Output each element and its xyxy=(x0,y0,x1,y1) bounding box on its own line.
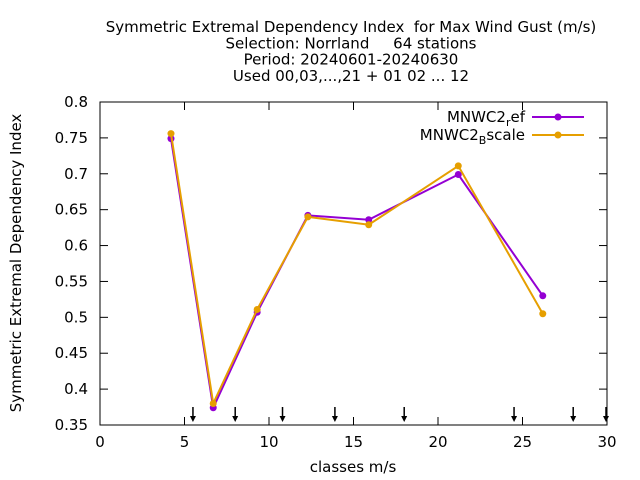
class-limit-arrow xyxy=(511,407,518,422)
title-line: Period: 20240601-20240630 xyxy=(244,51,459,69)
class-limit-arrow xyxy=(232,407,239,422)
legend-entry: MNWC2ref xyxy=(447,108,584,129)
data-point xyxy=(365,221,373,229)
x-tick-label: 20 xyxy=(428,433,447,451)
series-1 xyxy=(167,135,547,412)
x-axis-label: classes m/s xyxy=(310,458,397,476)
legend-marker xyxy=(554,113,562,121)
x-axis: 0 5 10 15 20 25 30 xyxy=(95,102,617,451)
y-axis-label: Symmetric Extremal Dependency Index xyxy=(7,114,25,413)
title-line: Selection: Norrland 64 stations xyxy=(226,34,477,52)
series-line xyxy=(169,138,544,412)
x-tick-label: 30 xyxy=(597,433,616,451)
series-group xyxy=(167,130,547,412)
legend-label: MNWC2Bscale xyxy=(420,126,525,147)
y-tick-label: 0.4 xyxy=(64,380,88,398)
plot-frame xyxy=(99,101,608,426)
x-tick-label: 10 xyxy=(259,433,278,451)
class-limit-arrows xyxy=(189,407,609,422)
x-tick-label: 5 xyxy=(180,433,190,451)
data-point xyxy=(454,170,462,178)
legend-marker xyxy=(554,131,562,139)
data-point xyxy=(539,310,547,318)
class-limit-arrow xyxy=(189,407,196,422)
data-point xyxy=(167,130,175,138)
class-limit-arrow xyxy=(603,407,609,422)
chart-title: Symmetric Extremal Dependency Index for … xyxy=(106,18,597,85)
x-tick-label: 15 xyxy=(344,433,363,451)
y-tick-label: 0.8 xyxy=(64,93,88,111)
title-line: Symmetric Extremal Dependency Index for … xyxy=(106,18,597,36)
y-tick-label: 0.6 xyxy=(64,237,88,255)
data-point xyxy=(365,216,373,224)
y-tick-label: 0.35 xyxy=(55,416,88,434)
data-point xyxy=(209,399,217,407)
y-axis: 0.35 0.4 0.45 0.5 0.55 0.6 0.65 0.7 0.75 0.8 xyxy=(55,93,607,434)
class-limit-arrow xyxy=(279,407,286,422)
legend-entry: MNWC2Bscale xyxy=(420,126,584,147)
x-tick-label: 25 xyxy=(513,433,532,451)
y-tick-label: 0.65 xyxy=(55,201,88,219)
y-tick-label: 0.55 xyxy=(55,272,88,290)
class-limit-arrow xyxy=(570,407,577,422)
data-point xyxy=(253,305,261,313)
class-limit-arrow xyxy=(401,407,408,422)
y-tick-label: 0.45 xyxy=(55,344,88,362)
y-tick-label: 0.7 xyxy=(64,165,88,183)
x-tick-label: 0 xyxy=(95,433,105,451)
data-point xyxy=(454,162,462,170)
y-tick-label: 0.75 xyxy=(55,129,88,147)
series-line xyxy=(169,133,544,407)
y-tick-label: 0.5 xyxy=(64,308,88,326)
title-line: Used 00,03,...,21 + 01 02 ... 12 xyxy=(233,67,469,85)
legend-label: MNWC2ref xyxy=(447,108,526,129)
data-point xyxy=(539,292,547,300)
data-point xyxy=(304,213,312,221)
series-2 xyxy=(167,130,547,407)
class-limit-arrow xyxy=(331,407,338,422)
